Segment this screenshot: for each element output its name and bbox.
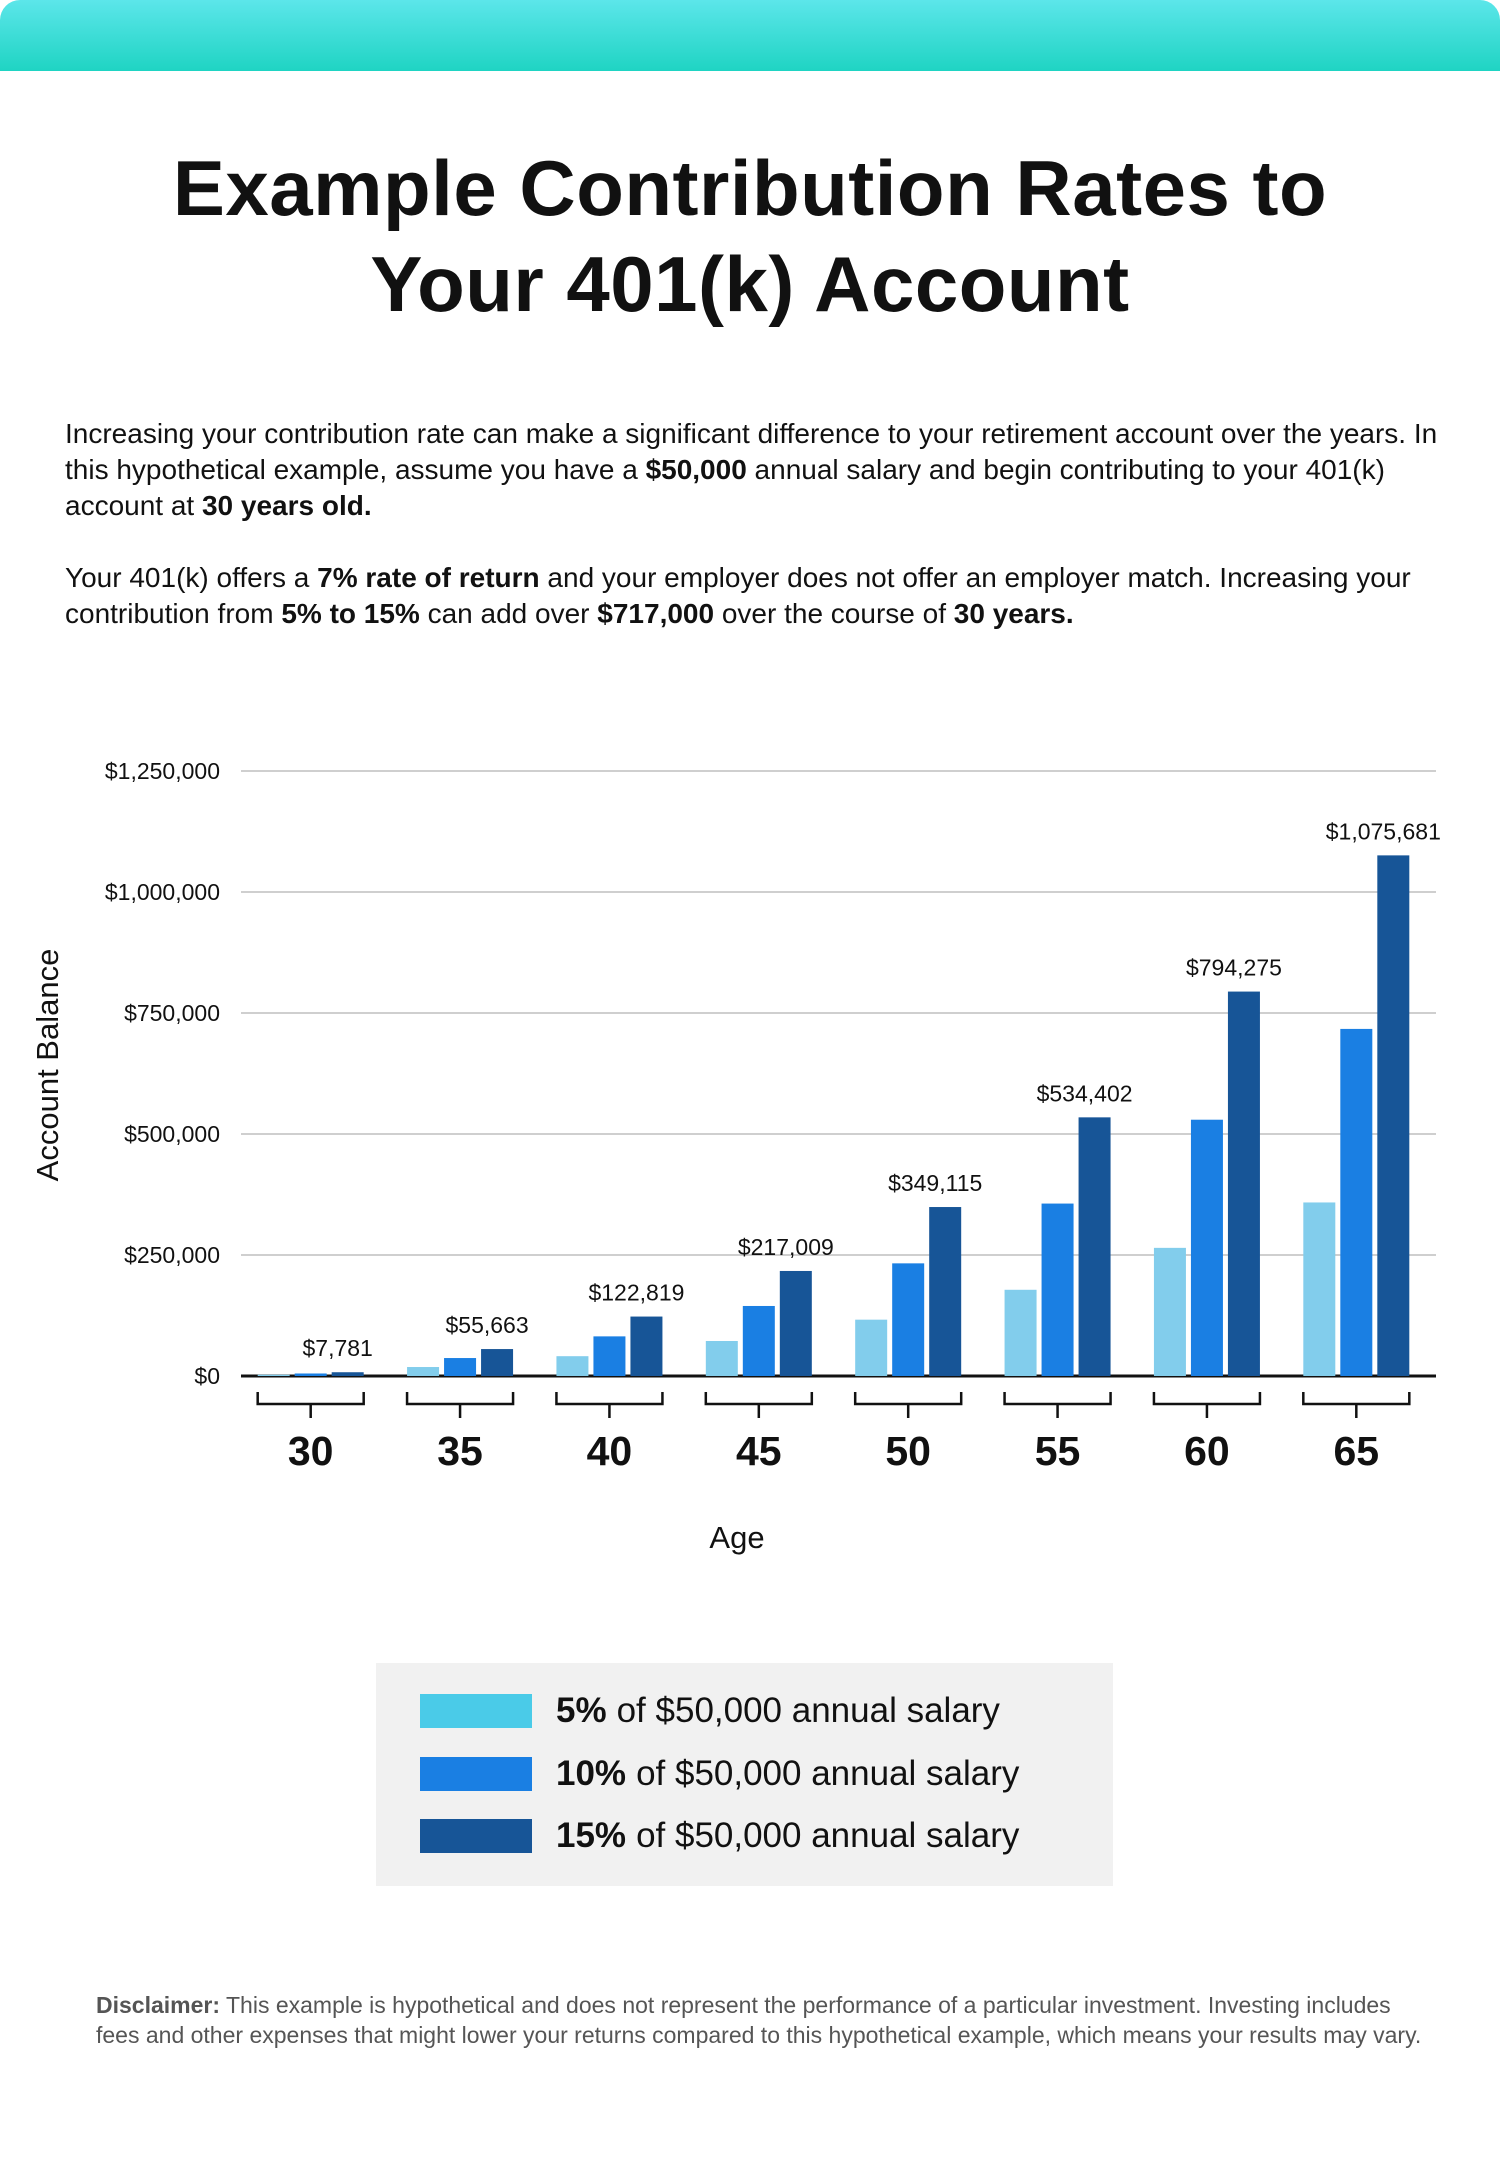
data-label: $349,115 (888, 1170, 982, 1196)
legend-item: 15% of $50,000 annual salary (420, 1816, 1020, 1855)
x-tick-label: 65 (1334, 1428, 1380, 1474)
disclaimer-text: This example is hypothetical and does no… (96, 1992, 1422, 2048)
bar-60-series-1 (1153, 1247, 1186, 1376)
legend-rate: 5% (556, 1691, 607, 1730)
legend-swatch (420, 1819, 532, 1853)
bar-50-series-2 (892, 1263, 925, 1376)
legend-item: 10% of $50,000 annual salary (420, 1754, 1020, 1793)
category-bracket (704, 1392, 814, 1418)
category-bracket (853, 1392, 963, 1418)
legend-label: of $50,000 annual salary (616, 1691, 1000, 1730)
category-bracket (256, 1392, 365, 1418)
text: annual salary and begin contributing to … (65, 454, 1385, 521)
data-label: $7,781 (303, 1335, 373, 1361)
bar-30-series-1 (257, 1374, 290, 1376)
x-tick-label: 40 (587, 1428, 633, 1474)
x-tick-label: 50 (885, 1428, 931, 1474)
bar-65-series-3 (1377, 855, 1410, 1376)
y-tick-label: $0 (194, 1363, 220, 1389)
bar-chart: $0 $250,000 $500,000 $750,000 $1,000,000 $1,2… (30, 758, 1441, 1555)
y-tick-label: $750,000 (124, 1000, 220, 1026)
chart-legend: 5% of $50,000 annual salary 10% of $50,000… (376, 1663, 1113, 1886)
data-label: $122,819 (588, 1280, 684, 1306)
y-axis-title: Account Balance (30, 949, 65, 1182)
text: over the course of (714, 598, 954, 629)
legend-label: of $50,000 annual salary (636, 1816, 1020, 1855)
bar-45-series-1 (705, 1340, 738, 1376)
legend-label: of $50,000 annual salary (636, 1754, 1020, 1793)
bar-50-series-3 (929, 1207, 962, 1376)
text: can add over (419, 598, 598, 629)
amount-highlight: $717,000 (597, 598, 715, 629)
salary-highlight: $50,000 (645, 454, 747, 485)
category-bracket (555, 1392, 664, 1418)
category-bracket (405, 1392, 515, 1418)
data-label: $534,402 (1037, 1080, 1133, 1106)
bar-35-series-3 (481, 1349, 514, 1376)
data-label: $1,075,681 (1326, 818, 1441, 844)
rate-highlight: 5% to 15% (281, 598, 420, 629)
intro-paragraph-2: Your 401(k) offers a 7% rate of return a… (65, 560, 1445, 632)
category-bracket (1003, 1392, 1112, 1418)
data-label: $217,009 (738, 1234, 834, 1260)
text: Your 401(k) offers a (65, 562, 318, 593)
y-tick-label: $500,000 (124, 1121, 220, 1147)
x-tick-label: 55 (1035, 1428, 1081, 1474)
bar-35-series-2 (444, 1358, 477, 1376)
bar-50-series-1 (855, 1319, 888, 1376)
category-bracket (1152, 1392, 1262, 1418)
bar-55-series-3 (1078, 1117, 1111, 1376)
x-tick-label: 45 (736, 1428, 782, 1474)
bar-60-series-2 (1190, 1119, 1223, 1376)
x-tick-label: 30 (288, 1428, 334, 1474)
return-highlight: 7% rate of return (317, 562, 540, 593)
x-tick-label: 60 (1184, 1428, 1230, 1474)
legend-item: 5% of $50,000 annual salary (420, 1691, 1000, 1730)
bar-45-series-3 (779, 1270, 812, 1376)
top-banner (0, 0, 1500, 71)
legend-swatch (420, 1757, 532, 1791)
legend-rate: 10% (556, 1754, 627, 1793)
text: and your employer does not offer an empl… (65, 562, 1411, 629)
bar-40-series-3 (630, 1316, 663, 1376)
bar-65-series-2 (1340, 1028, 1373, 1376)
disclaimer-label: Disclaimer: (96, 1992, 221, 2018)
category-bracket (1302, 1392, 1411, 1418)
bar-35-series-1 (407, 1367, 440, 1376)
text: Increasing your contribution rate can ma… (65, 418, 1438, 485)
y-tick-label: $1,000,000 (105, 879, 220, 905)
bar-40-series-1 (556, 1356, 589, 1376)
data-label: $55,663 (445, 1312, 528, 1338)
y-tick-label: $1,250,000 (105, 758, 220, 784)
page-title: Example Contribution Rates to Your 401(k… (0, 140, 1500, 332)
legend-rate: 15% (556, 1816, 627, 1855)
age-highlight: 30 years old. (201, 490, 372, 521)
title-line-2: Your 401(k) Account (370, 240, 1130, 328)
bar-40-series-2 (593, 1336, 626, 1376)
title-line-1: Example Contribution Rates to (172, 144, 1328, 232)
x-axis-title: Age (709, 1520, 764, 1555)
years-highlight: 30 years. (953, 598, 1074, 629)
legend-swatch (420, 1694, 532, 1728)
bar-55-series-2 (1041, 1203, 1074, 1376)
bar-30-series-2 (294, 1373, 327, 1376)
bar-60-series-3 (1227, 991, 1260, 1376)
y-tick-label: $250,000 (124, 1242, 220, 1268)
bar-45-series-2 (742, 1305, 775, 1376)
bar-30-series-3 (331, 1372, 364, 1376)
x-tick-label: 35 (437, 1428, 483, 1474)
data-label: $794,275 (1186, 955, 1282, 981)
intro-paragraph-1: Increasing your contribution rate can ma… (65, 416, 1445, 524)
bar-55-series-1 (1004, 1289, 1037, 1376)
disclaimer: Disclaimer: This example is hypothetical… (96, 1990, 1436, 2050)
bar-65-series-1 (1303, 1202, 1336, 1376)
